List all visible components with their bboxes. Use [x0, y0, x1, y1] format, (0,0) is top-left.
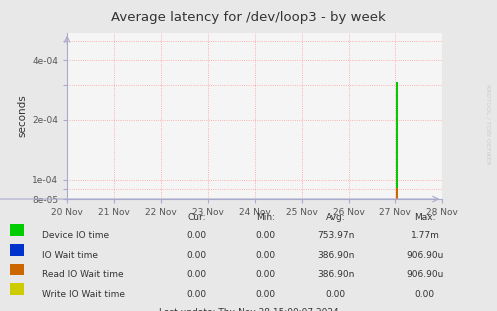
- Text: Write IO Wait time: Write IO Wait time: [42, 290, 125, 299]
- Text: 0.00: 0.00: [256, 231, 276, 240]
- Text: 0.00: 0.00: [256, 270, 276, 279]
- Text: IO Wait time: IO Wait time: [42, 251, 98, 260]
- Text: 906.90u: 906.90u: [406, 251, 444, 260]
- Text: Average latency for /dev/loop3 - by week: Average latency for /dev/loop3 - by week: [111, 11, 386, 24]
- Text: 753.97n: 753.97n: [317, 231, 354, 240]
- Text: RRDTOOL / TOBI OETIKER: RRDTOOL / TOBI OETIKER: [486, 84, 491, 165]
- Text: Device IO time: Device IO time: [42, 231, 109, 240]
- Text: Cur:: Cur:: [187, 213, 206, 222]
- Text: 386.90n: 386.90n: [317, 251, 354, 260]
- Text: 0.00: 0.00: [186, 251, 206, 260]
- Text: Min:: Min:: [256, 213, 275, 222]
- Text: Avg:: Avg:: [326, 213, 345, 222]
- Text: 386.90n: 386.90n: [317, 270, 354, 279]
- Text: Read IO Wait time: Read IO Wait time: [42, 270, 124, 279]
- Text: Last update: Thu Nov 28 15:00:07 2024: Last update: Thu Nov 28 15:00:07 2024: [159, 308, 338, 311]
- Text: 906.90u: 906.90u: [406, 270, 444, 279]
- Text: 0.00: 0.00: [256, 290, 276, 299]
- Text: 0.00: 0.00: [186, 270, 206, 279]
- Text: 0.00: 0.00: [186, 231, 206, 240]
- Text: 1.77m: 1.77m: [411, 231, 439, 240]
- Text: 0.00: 0.00: [326, 290, 345, 299]
- Text: 0.00: 0.00: [186, 290, 206, 299]
- Text: Max:: Max:: [414, 213, 436, 222]
- Text: 0.00: 0.00: [415, 290, 435, 299]
- Y-axis label: seconds: seconds: [18, 95, 28, 137]
- Text: 0.00: 0.00: [256, 251, 276, 260]
